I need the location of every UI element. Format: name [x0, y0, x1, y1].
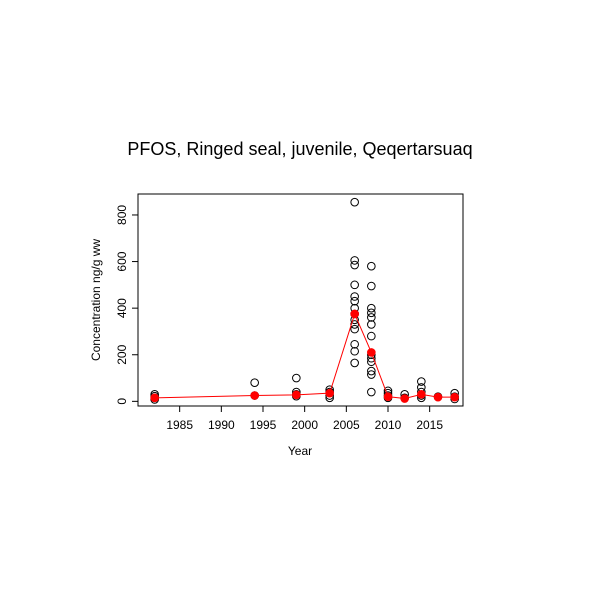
y-tick-label: 400	[115, 298, 129, 318]
x-axis: 1985 1990 1995 2000 2005 2010 2015	[166, 406, 443, 432]
observation-point	[350, 358, 359, 368]
mean-point	[350, 309, 359, 319]
observation-point	[367, 313, 376, 322]
mean-point	[250, 391, 259, 400]
observation-point	[350, 197, 359, 207]
observation-point	[367, 320, 376, 329]
data-marks	[150, 197, 459, 404]
mean-point	[400, 394, 409, 403]
observation-point	[367, 366, 376, 376]
x-tick-label: 1990	[208, 418, 235, 432]
mean-point	[325, 388, 334, 398]
observation-point	[350, 292, 359, 301]
observation-point	[367, 281, 376, 291]
observation-point	[350, 280, 359, 290]
x-tick-label: 2000	[291, 418, 318, 432]
y-tick-label: 0	[115, 398, 129, 405]
observation-point	[367, 331, 376, 341]
observation-point	[350, 260, 359, 270]
mean-point	[292, 390, 301, 400]
mean-point	[383, 392, 393, 401]
x-tick-label: 2010	[375, 418, 402, 432]
mean-point	[433, 392, 443, 402]
y-axis-label: Concentration ng/g ww	[89, 239, 103, 361]
y-tick-label: 600	[115, 251, 129, 271]
observation-point	[367, 370, 376, 379]
observation-point	[417, 377, 426, 386]
observation-point	[350, 256, 359, 265]
y-axis: 0 200 400 600 800	[115, 205, 138, 405]
y-tick-label: 200	[115, 344, 129, 364]
x-tick-label: 2005	[333, 418, 360, 432]
observation-point	[292, 373, 301, 383]
x-tick-label: 2015	[416, 418, 443, 432]
plot-frame	[137, 193, 464, 407]
observation-point	[350, 346, 359, 356]
observation-point	[350, 296, 359, 306]
mean-point	[417, 390, 426, 399]
observation-point	[367, 261, 376, 271]
observation-point	[367, 387, 376, 397]
observation-point	[350, 339, 359, 349]
x-axis-label: Year	[288, 444, 312, 458]
x-tick-label: 1985	[166, 418, 193, 432]
y-tick-label: 800	[115, 205, 129, 225]
mean-point	[150, 393, 159, 403]
mean-point	[450, 392, 459, 402]
chart-title: PFOS, Ringed seal, juvenile, Qeqertarsua…	[127, 139, 472, 159]
observation-point	[367, 308, 376, 318]
mean-trend-line	[154, 312, 455, 400]
mean-point	[367, 348, 376, 357]
observation-point	[250, 378, 259, 388]
x-tick-label: 1995	[250, 418, 277, 432]
observation-point	[367, 303, 376, 313]
observation-point	[350, 324, 359, 334]
